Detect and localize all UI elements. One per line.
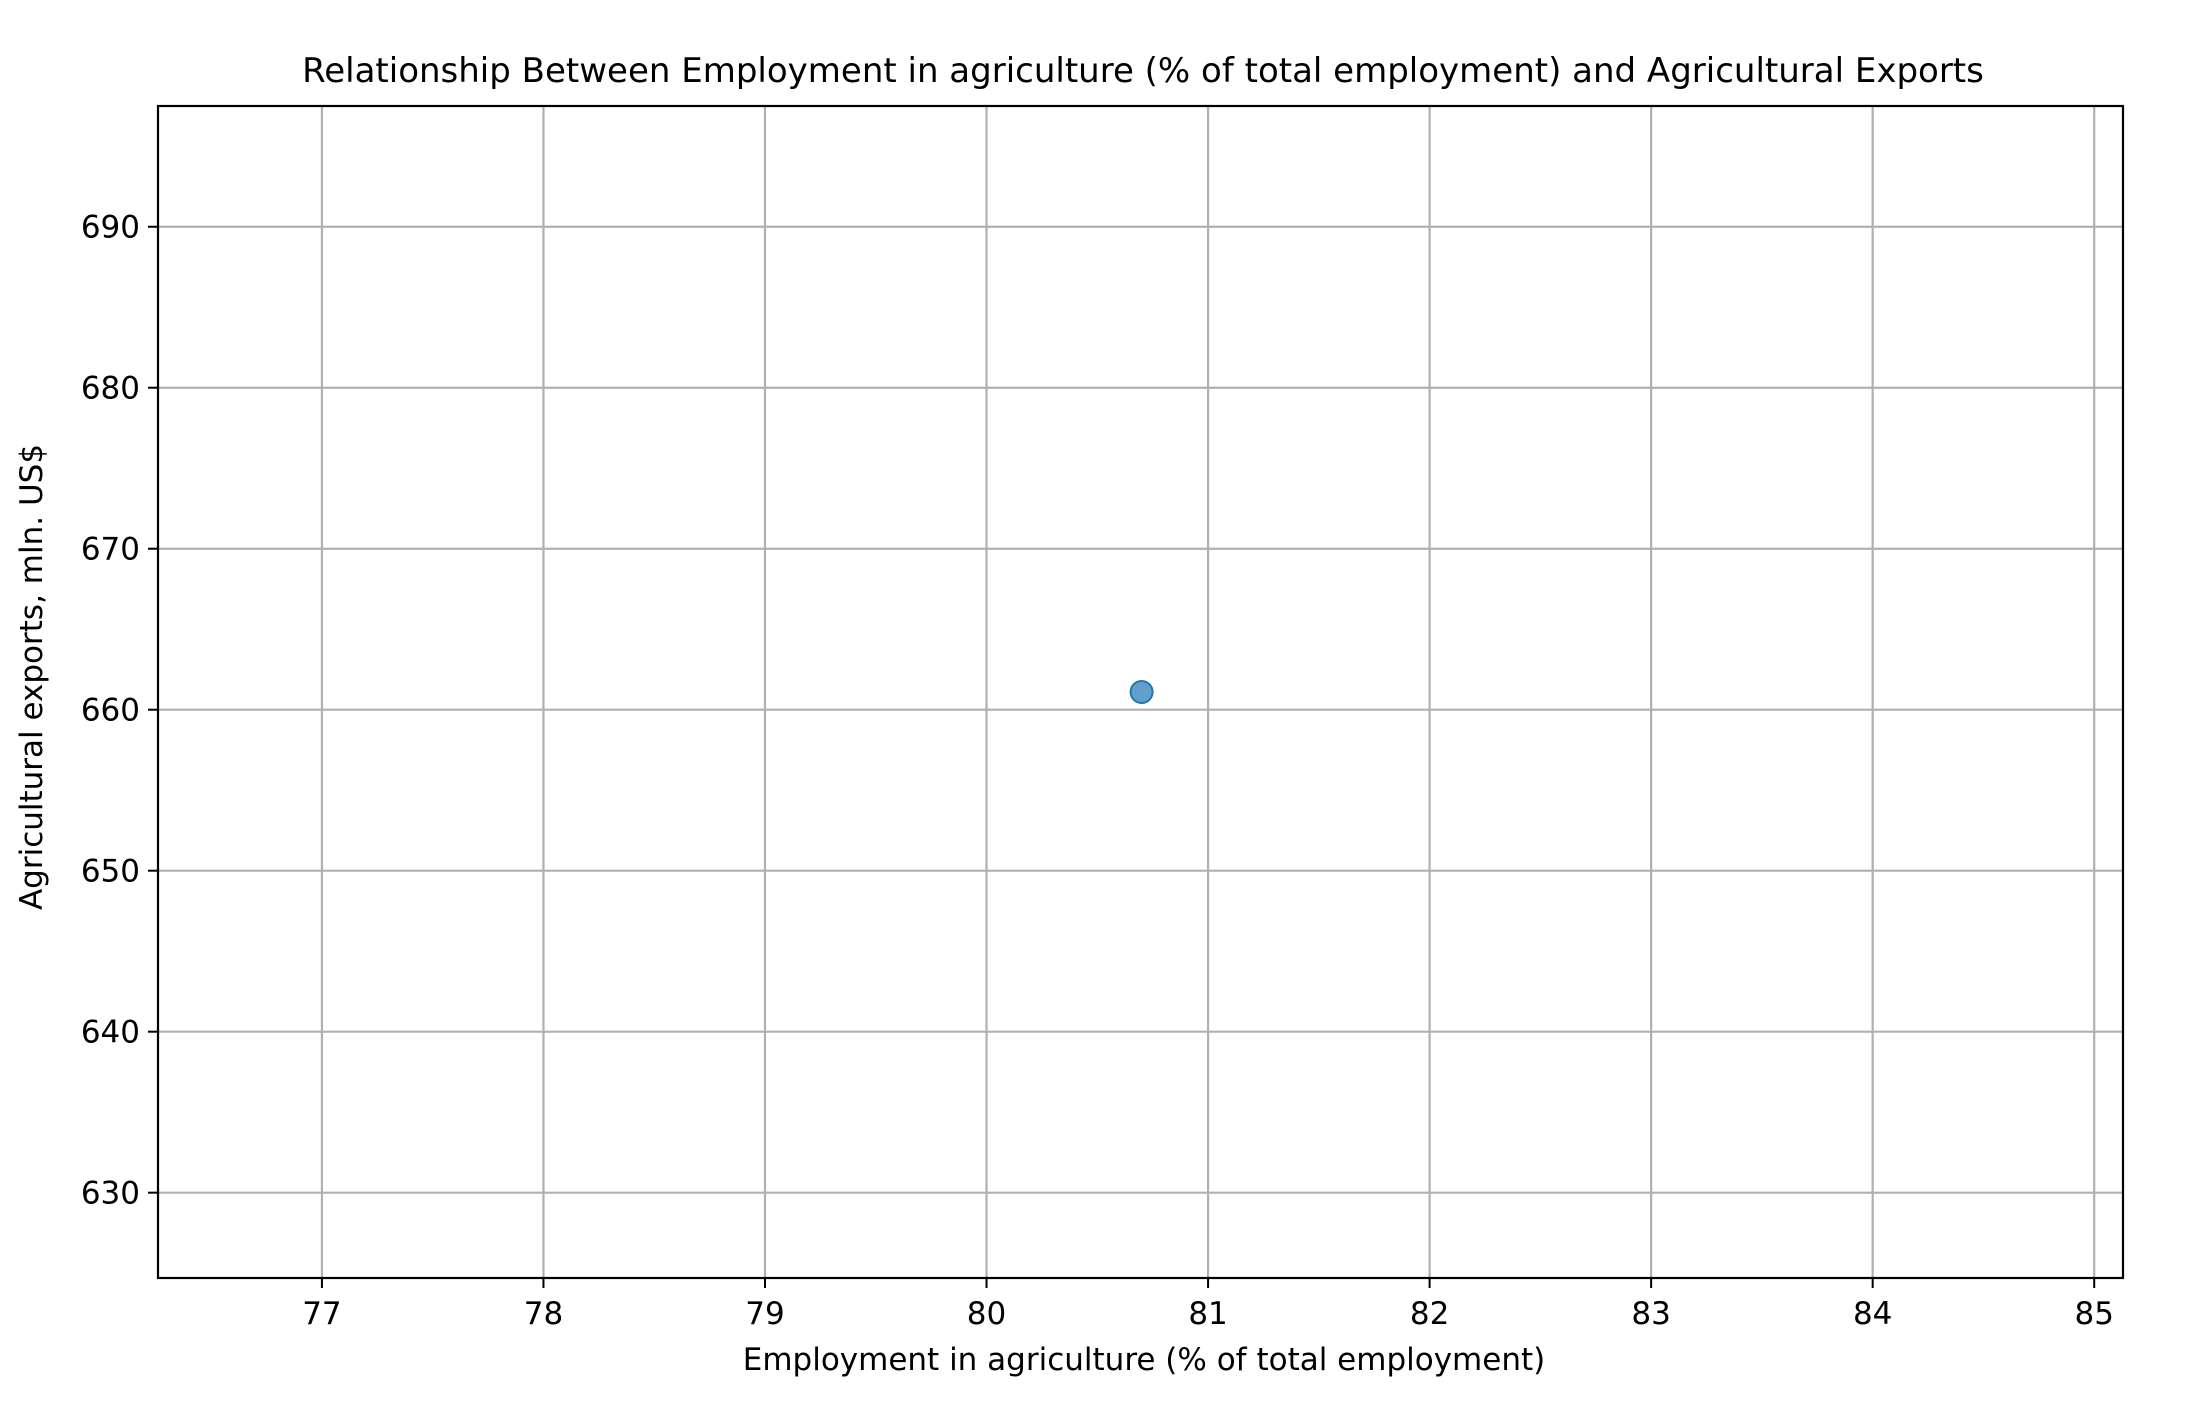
x-axis-label: Employment in agriculture (% of total em… xyxy=(743,1342,1545,1378)
x-tick-label: 84 xyxy=(1853,1296,1892,1332)
x-tick-label: 82 xyxy=(1410,1296,1449,1332)
y-tick-label: 630 xyxy=(81,1176,140,1212)
y-tick-label: 650 xyxy=(81,854,140,890)
y-tick-label: 660 xyxy=(81,693,140,729)
x-tick-label: 77 xyxy=(302,1296,341,1332)
x-tick-label: 80 xyxy=(967,1296,1006,1332)
y-tick-label: 680 xyxy=(81,371,140,407)
x-tick-label: 79 xyxy=(745,1296,784,1332)
x-tick-label: 83 xyxy=(1631,1296,1670,1332)
y-axis-label: Agricultural exports, mln. US$ xyxy=(14,444,50,910)
data-point xyxy=(1129,680,1154,704)
plot-area-frame xyxy=(156,104,2125,1280)
x-tick-label: 85 xyxy=(2074,1296,2113,1332)
y-tick-label: 690 xyxy=(81,210,140,246)
y-tick-label: 670 xyxy=(81,532,140,568)
chart-title: Relationship Between Employment in agric… xyxy=(302,51,1984,91)
x-tick-label: 78 xyxy=(524,1296,563,1332)
y-tick-label: 640 xyxy=(81,1015,140,1051)
data-points xyxy=(1129,680,1154,704)
axis-ticks: 77 78 79 80 81 82 83 84 85 630 640 650 660 670 680 690 xyxy=(81,210,2114,1332)
grid-lines xyxy=(158,106,2123,1278)
x-tick-label: 81 xyxy=(1188,1296,1227,1332)
